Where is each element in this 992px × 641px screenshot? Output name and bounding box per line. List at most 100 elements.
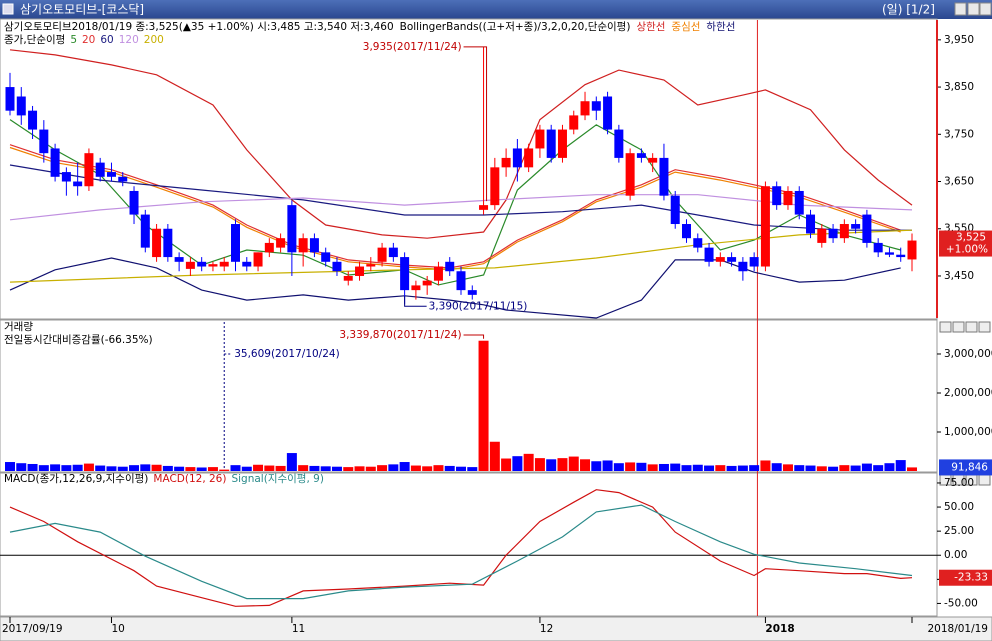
candle-body — [321, 252, 331, 262]
volume-bar — [61, 465, 72, 471]
candle-body — [298, 238, 308, 253]
volume-bar — [140, 464, 151, 471]
candle-body — [208, 264, 218, 267]
volume-bar — [230, 465, 241, 471]
legend-entry: 200 — [144, 34, 164, 46]
candle-body — [783, 190, 793, 206]
volume-bar — [253, 464, 264, 471]
macd-title: MACD(종가,12,26,9,지수이평) — [4, 473, 148, 485]
volume-bar — [591, 461, 602, 471]
volume-max-annotation: 3,339,870(2017/11/24) — [339, 329, 461, 341]
candle-body — [738, 261, 748, 272]
maximize-button[interactable] — [967, 2, 980, 16]
volume-bar — [50, 464, 61, 471]
candle-body — [129, 190, 139, 215]
title-bar — [0, 0, 992, 19]
y-tick-label: 3,450 — [944, 270, 974, 282]
volume-bar — [354, 466, 365, 471]
candle-body — [377, 247, 387, 262]
x-tick-label: 2017/09/19 — [2, 623, 63, 635]
candle-body — [219, 261, 229, 267]
candle-body — [682, 224, 691, 239]
volume-badge-value: 91,846 — [951, 461, 988, 473]
candle-body — [862, 214, 872, 243]
volume-bar — [546, 459, 557, 471]
volume-bar — [478, 340, 489, 471]
volume-bar — [95, 465, 106, 471]
minimize-button[interactable] — [954, 2, 967, 16]
legend-entry: Signal(지수이평, 9) — [231, 473, 323, 485]
y-tick-label: 3,650 — [944, 176, 974, 188]
candle-body — [828, 228, 838, 239]
macd-badge — [939, 569, 992, 586]
candle-body — [557, 129, 567, 158]
volume-bar — [275, 465, 286, 471]
volume-bar — [749, 465, 760, 471]
volume-bar — [365, 466, 376, 471]
candle-body — [772, 186, 782, 206]
candle-body — [636, 153, 646, 158]
volume-bar — [873, 465, 884, 471]
candle-body — [118, 176, 128, 182]
legend-entry: 하한선 — [706, 20, 735, 33]
volume-min-annotation: 35,609(2017/10/24) — [234, 348, 339, 360]
y-tick-label: 1,000,000 — [944, 426, 992, 438]
panel-button[interactable] — [978, 321, 991, 333]
volume-bar — [568, 456, 579, 471]
candle-body — [73, 181, 83, 187]
volume-bar — [129, 465, 140, 471]
candle-body — [625, 153, 635, 196]
close-button[interactable] — [979, 2, 992, 16]
candle-body — [512, 148, 522, 168]
candle-body — [456, 271, 466, 291]
volume-panel — [0, 319, 938, 473]
indicator-line — [9, 146, 901, 271]
volume-bar — [5, 462, 15, 471]
volume-bar — [174, 466, 185, 471]
candle-body — [580, 101, 590, 116]
volume-bar — [636, 462, 647, 471]
panel-button[interactable] — [978, 474, 991, 486]
volume-bar — [647, 464, 658, 471]
indicator-line — [9, 194, 913, 221]
panel-button[interactable] — [965, 321, 978, 333]
candle-body — [884, 252, 894, 255]
y-tick-label: 3,850 — [944, 81, 974, 93]
candle-body — [28, 110, 38, 130]
candle-body — [433, 266, 443, 281]
candle-body — [309, 238, 319, 253]
volume-bar — [760, 460, 771, 471]
candle-body — [648, 157, 658, 163]
candle-body — [603, 96, 613, 130]
volume-bar — [241, 466, 252, 471]
volume-bar — [286, 453, 297, 471]
volume-bar — [602, 460, 613, 471]
volume-bar — [625, 462, 636, 471]
volume-bar — [512, 456, 523, 471]
volume-bar — [715, 465, 726, 471]
y-tick-label: 75.00 — [944, 477, 974, 489]
candle-body — [388, 247, 398, 258]
candle-body — [670, 195, 680, 225]
candle-body — [693, 238, 703, 248]
period-label[interactable]: (일) [1/2] — [882, 3, 935, 17]
volume-bar — [884, 463, 895, 471]
y-tick-label: 3,950 — [944, 34, 974, 46]
candle-body — [242, 261, 252, 267]
panel-button[interactable] — [952, 321, 965, 333]
legend-entry: 5 — [70, 34, 77, 46]
candle-body — [50, 148, 60, 177]
candle-body — [659, 157, 669, 196]
candle-body — [591, 101, 601, 111]
candle-body — [231, 224, 240, 262]
low-annotation: 3,390(2017/11/15) — [429, 300, 528, 312]
candle-body — [84, 153, 94, 187]
y-tick-label: -50.00 — [944, 597, 978, 609]
candle-body — [873, 242, 883, 253]
panel-button[interactable] — [939, 321, 952, 333]
y-tick-label: 3,000,000 — [944, 348, 992, 360]
y-tick-label: 2,000,000 — [944, 387, 992, 399]
volume-bar — [681, 465, 692, 471]
candle-body — [794, 190, 804, 215]
